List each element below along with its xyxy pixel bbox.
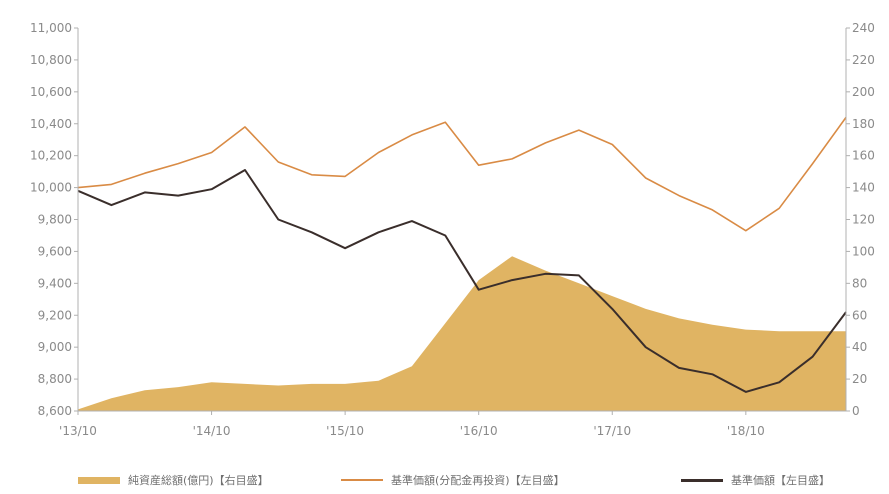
right-tick-label: 80 — [852, 276, 867, 290]
right-tick-label: 160 — [852, 149, 875, 163]
x-tick-label: '16/10 — [460, 424, 498, 438]
left-tick-label: 10,800 — [30, 53, 72, 67]
right-tick-label: 60 — [852, 308, 867, 322]
left-tick-label: 9,400 — [38, 276, 72, 290]
left-tick-label: 11,000 — [30, 21, 72, 35]
left-tick-label: 10,200 — [30, 149, 72, 163]
x-tick-label: '17/10 — [593, 424, 631, 438]
legend: 純資産総額(億円)【右目盛】 基準価額(分配金再投資)【左目盛】 基準価額【左目… — [78, 470, 878, 490]
legend-label-net-assets: 純資産総額(億円)【右目盛】 — [128, 474, 269, 487]
series-net-assets-area — [78, 256, 846, 411]
legend-swatch-nav — [681, 478, 723, 482]
x-tick-label: '15/10 — [326, 424, 364, 438]
right-tick-label: 180 — [852, 117, 875, 131]
left-tick-label: 10,400 — [30, 117, 72, 131]
series-nav-line — [77, 169, 847, 393]
lines-layer — [77, 116, 847, 393]
left-tick-label: 9,800 — [38, 213, 72, 227]
right-tick-label: 140 — [852, 181, 875, 195]
legend-swatch-reinvested — [341, 479, 383, 481]
x-tick-label: '14/10 — [193, 424, 231, 438]
right-tick-label: 200 — [852, 85, 875, 99]
left-tick-label: 10,000 — [30, 181, 72, 195]
tick-labels-layer: 8,600 8,800 9,000 9,200 9,400 9,600 9,800 10,00… — [30, 21, 875, 438]
right-tick-label: 220 — [852, 53, 875, 67]
left-tick-label: 9,000 — [38, 340, 72, 354]
left-tick-label: 8,800 — [38, 372, 72, 386]
right-tick-label: 20 — [852, 372, 867, 386]
legend-label-nav: 基準価額【左目盛】 — [731, 474, 830, 487]
right-tick-label: 120 — [852, 213, 875, 227]
series-reinvested-line — [77, 116, 847, 232]
right-tick-label: 240 — [852, 21, 875, 35]
x-tick-label: '13/10 — [59, 424, 97, 438]
left-tick-label: 10,600 — [30, 85, 72, 99]
legend-item-nav: 基準価額【左目盛】 — [681, 470, 830, 490]
left-tick-label: 8,600 — [38, 404, 72, 418]
right-tick-label: 0 — [852, 404, 860, 418]
right-tick-label: 100 — [852, 244, 875, 258]
legend-item-reinvested: 基準価額(分配金再投資)【左目盛】 — [341, 470, 565, 490]
axes-layer — [74, 27, 850, 415]
x-tick-label: '18/10 — [727, 424, 765, 438]
right-tick-label: 40 — [852, 340, 867, 354]
legend-item-net-assets: 純資産総額(億円)【右目盛】 — [78, 470, 269, 490]
net-assets-area-layer — [78, 256, 846, 411]
left-tick-label: 9,200 — [38, 308, 72, 322]
legend-label-reinvested: 基準価額(分配金再投資)【左目盛】 — [391, 474, 565, 487]
left-tick-label: 9,600 — [38, 244, 72, 258]
legend-swatch-area — [78, 476, 120, 484]
